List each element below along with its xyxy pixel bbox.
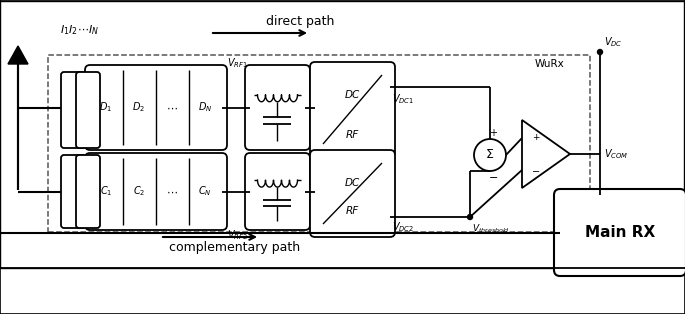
Text: +: +	[489, 128, 497, 138]
FancyBboxPatch shape	[85, 65, 227, 150]
FancyBboxPatch shape	[245, 65, 310, 150]
FancyBboxPatch shape	[61, 72, 85, 148]
FancyBboxPatch shape	[61, 155, 85, 228]
Circle shape	[597, 50, 603, 55]
Text: $D_1$: $D_1$	[99, 100, 112, 114]
Text: $C_2$: $C_2$	[133, 185, 145, 198]
Text: WuRx: WuRx	[535, 59, 564, 69]
Text: RF: RF	[346, 130, 359, 140]
Text: RF: RF	[346, 206, 359, 216]
FancyBboxPatch shape	[76, 72, 100, 148]
FancyBboxPatch shape	[76, 155, 100, 228]
Text: $V_{DC1}$: $V_{DC1}$	[392, 92, 414, 106]
Text: $-$: $-$	[488, 171, 498, 181]
Text: $\cdots$: $\cdots$	[166, 102, 178, 112]
Text: $D_N$: $D_N$	[198, 100, 212, 114]
Text: $\cdots$: $\cdots$	[166, 187, 178, 197]
Text: complementary path: complementary path	[169, 241, 301, 255]
Text: Main RX: Main RX	[585, 225, 655, 240]
Text: $C_N$: $C_N$	[198, 185, 212, 198]
FancyBboxPatch shape	[554, 189, 685, 276]
Text: DC: DC	[345, 90, 360, 100]
Text: $D_2$: $D_2$	[132, 100, 145, 114]
Text: $C_1$: $C_1$	[100, 185, 112, 198]
Text: $I_1 I_2 \cdots I_N$: $I_1 I_2 \cdots I_N$	[60, 23, 99, 37]
Text: +: +	[532, 133, 540, 143]
Text: DC: DC	[345, 178, 360, 188]
Text: $-$: $-$	[532, 165, 540, 175]
Text: $V_{DC2}$: $V_{DC2}$	[392, 220, 414, 234]
FancyBboxPatch shape	[85, 153, 227, 230]
Polygon shape	[522, 120, 570, 188]
Text: $V_{RF2}$: $V_{RF2}$	[227, 228, 248, 242]
Text: $V_{threshold}$: $V_{threshold}$	[472, 223, 510, 235]
Text: direct path: direct path	[266, 15, 334, 29]
Text: $V_{RF1}$: $V_{RF1}$	[227, 56, 248, 70]
FancyBboxPatch shape	[245, 153, 310, 230]
Bar	[48, 55, 590, 232]
Circle shape	[467, 214, 473, 219]
Polygon shape	[8, 46, 28, 64]
FancyBboxPatch shape	[310, 150, 395, 237]
Text: $V_{DC}$: $V_{DC}$	[604, 35, 623, 49]
Text: $\Sigma$: $\Sigma$	[486, 149, 495, 161]
Text: $V_{COM}$: $V_{COM}$	[604, 147, 628, 161]
FancyBboxPatch shape	[310, 62, 395, 157]
